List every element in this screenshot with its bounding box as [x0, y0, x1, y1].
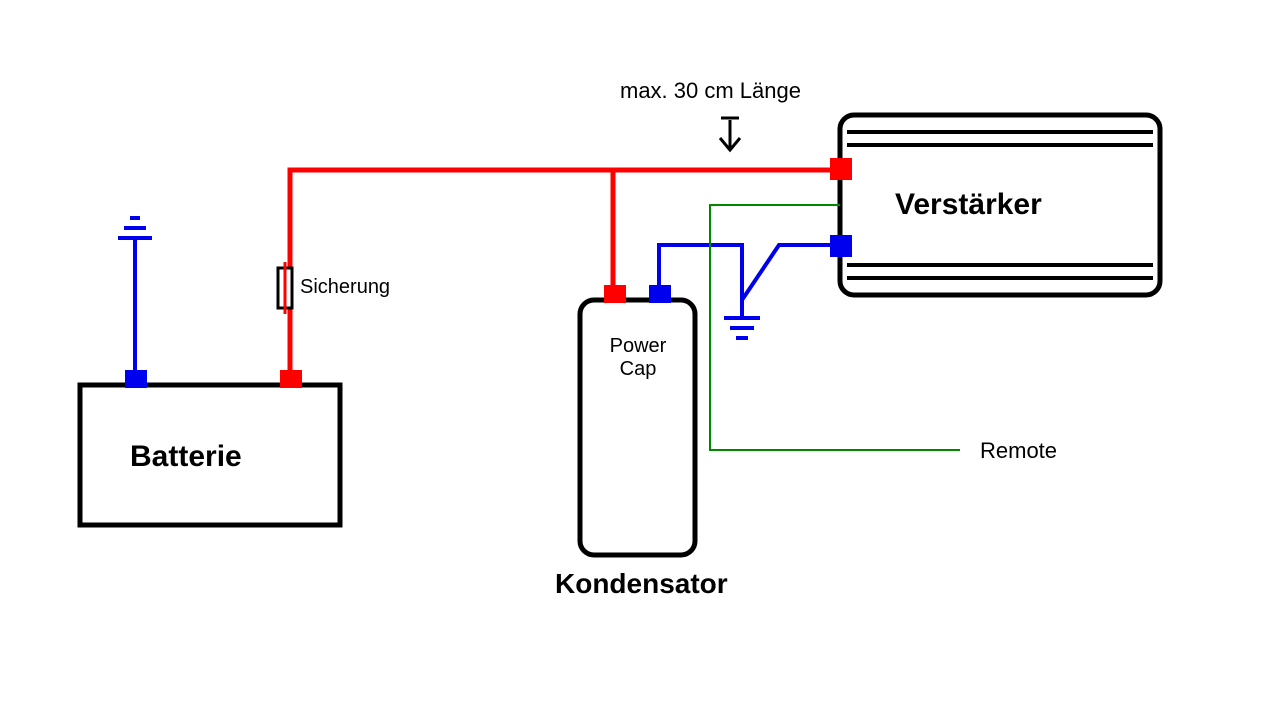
- maxlength-label: max. 30 cm Länge: [620, 78, 801, 104]
- terminal-cap-neg: [649, 285, 671, 303]
- capacitor-label: Kondensator: [555, 568, 728, 600]
- terminal-amp-pos: [830, 158, 852, 180]
- ground-icon-battery: [118, 218, 152, 265]
- fuse-label: Sicherung: [300, 276, 390, 299]
- remote-label: Remote: [980, 438, 1057, 464]
- arrow-icon: [720, 118, 740, 150]
- powercap-label: Power Cap: [608, 335, 668, 381]
- ground-icon-mid: [724, 300, 760, 338]
- wire-blue-amp-ground: [742, 245, 840, 300]
- battery-label: Batterie: [130, 440, 242, 474]
- wire-blue-cap-ground: [659, 245, 742, 300]
- terminal-battery-neg: [125, 370, 147, 388]
- terminal-cap-pos: [604, 285, 626, 303]
- wire-red-fuse-junction: [290, 170, 613, 268]
- terminal-amp-neg: [830, 235, 852, 257]
- terminal-battery-pos: [280, 370, 302, 388]
- amplifier-label: Verstärker: [895, 188, 1042, 222]
